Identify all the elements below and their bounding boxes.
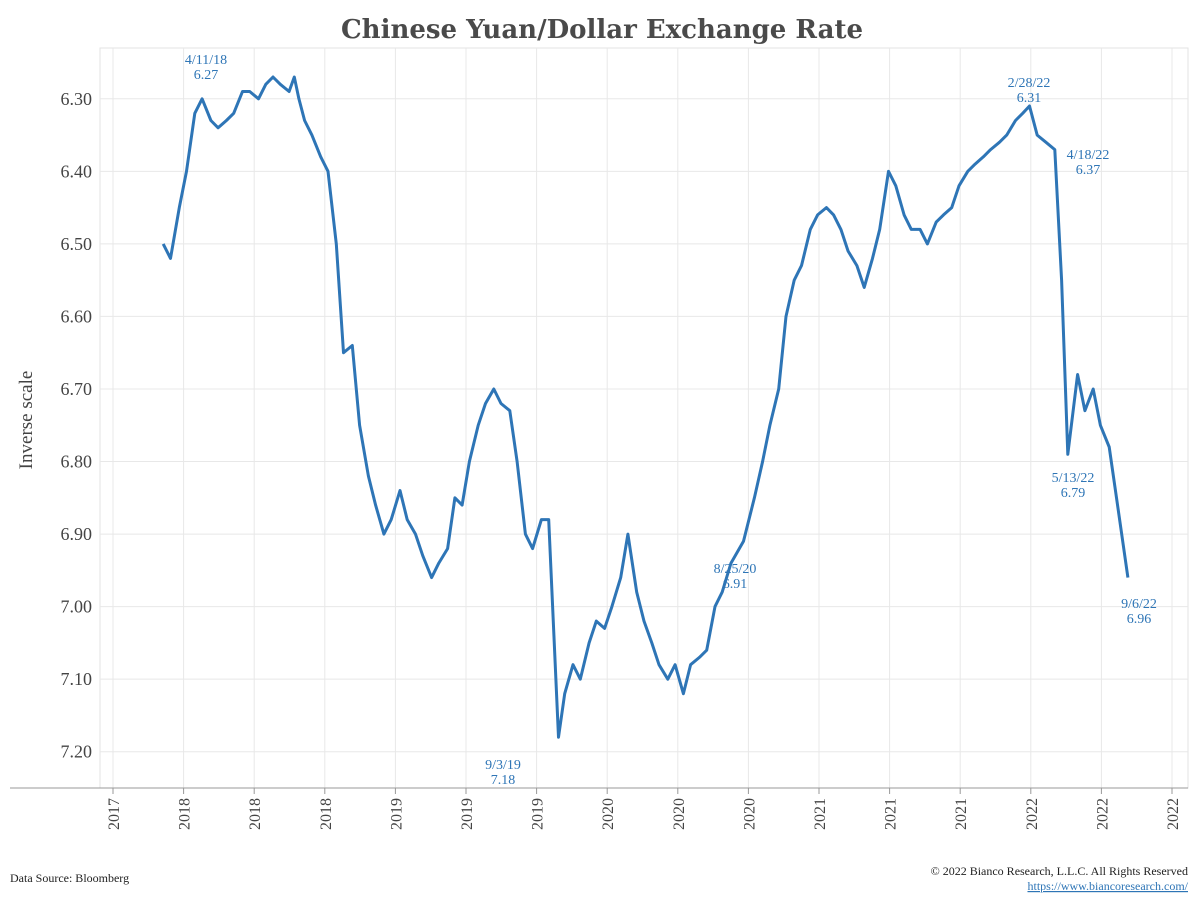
y-tick-label: 6.40	[61, 161, 93, 181]
annotation-value: 6.37	[1076, 163, 1101, 178]
x-tick-label: 2022	[1094, 798, 1111, 830]
x-tick-label: 2022	[1165, 798, 1182, 830]
annotation-date: 2/28/22	[1008, 76, 1051, 91]
annotation-value: 6.79	[1061, 486, 1086, 501]
x-tick-label: 2021	[883, 798, 900, 830]
series-layer	[161, 75, 1130, 739]
y-tick-label: 7.20	[61, 742, 93, 762]
y-tick-label: 6.80	[61, 452, 93, 472]
annotation-value: 6.27	[194, 68, 219, 83]
website-link[interactable]: https://www.biancoresearch.com/	[1027, 879, 1188, 893]
annotation-value: 6.31	[1017, 91, 1042, 106]
x-tick-label: 2020	[741, 798, 758, 830]
annotation-date: 8/25/20	[714, 562, 757, 577]
y-axis-label: Inverse scale	[16, 371, 37, 470]
y-tick-label: 6.50	[61, 234, 93, 254]
gridlines	[99, 47, 1189, 789]
y-tick-label: 7.00	[61, 597, 93, 617]
plot-frame	[99, 47, 1189, 789]
annotation-date: 9/6/22	[1121, 597, 1157, 612]
x-tick-label: 2018	[247, 798, 264, 830]
y-tick-label: 7.10	[61, 669, 93, 689]
data-source: Data Source: Bloomberg	[10, 871, 129, 885]
x-tick-label: 2021	[953, 798, 970, 830]
axes: 6.30 6.40 6.50 6.60 6.70 6.80 6.90 7.00 7.10 7.20…	[10, 89, 1188, 830]
chart-title: Chinese Yuan/Dollar Exchange Rate	[341, 15, 863, 45]
copyright: © 2022 Bianco Research, L.L.C. All Right…	[931, 864, 1188, 878]
x-tick-label: 2021	[812, 798, 829, 830]
x-tick-label: 2020	[600, 798, 617, 830]
annotation-value: 6.91	[723, 577, 748, 592]
annotations: 4/11/186.279/3/197.188/25/206.912/28/226…	[185, 53, 1157, 788]
annotation-date: 4/18/22	[1067, 148, 1110, 163]
x-tick-label: 2019	[459, 798, 476, 830]
x-tick-label: 2019	[388, 798, 405, 830]
x-tick-label: 2017	[106, 798, 123, 830]
y-tick-label: 6.30	[61, 89, 93, 109]
y-tick-label: 6.90	[61, 524, 93, 544]
x-tick-label: 2018	[177, 798, 194, 830]
x-tick-label: 2019	[530, 798, 547, 830]
x-tick-label: 2020	[671, 798, 688, 830]
annotation-value: 6.96	[1127, 612, 1152, 627]
x-tick-label: 2022	[1024, 798, 1041, 830]
annotation-date: 4/11/18	[185, 53, 227, 68]
annotation-date: 5/13/22	[1052, 471, 1095, 486]
series-line-cny-usd	[161, 75, 1130, 739]
y-tick-label: 6.60	[61, 306, 93, 326]
annotation-value: 7.18	[491, 773, 516, 788]
x-tick-label: 2018	[318, 798, 335, 830]
y-tick-label: 6.70	[61, 379, 93, 399]
annotation-date: 9/3/19	[485, 758, 521, 773]
